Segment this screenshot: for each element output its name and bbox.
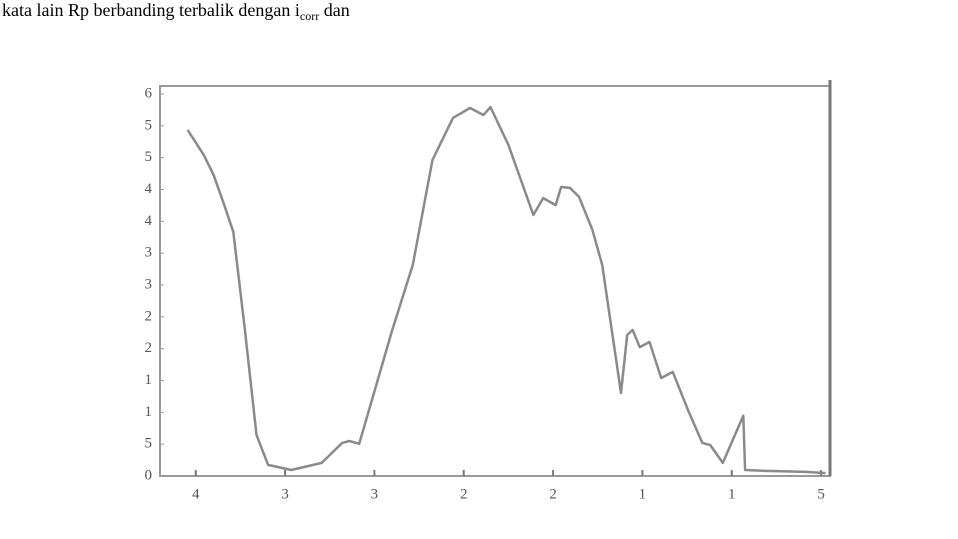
- x-tick-label: 4: [192, 486, 200, 502]
- text: dan: [319, 0, 350, 20]
- y-tick-label: 5: [145, 436, 153, 452]
- subscript: corr: [299, 9, 320, 23]
- y-tick-label: 1: [145, 404, 153, 420]
- x-tick-label: 5: [817, 486, 825, 502]
- text: kata lain Rp berbanding terbalik dengan …: [2, 0, 300, 20]
- y-tick-label: 5: [145, 149, 153, 165]
- x-tick-label: 1: [639, 486, 647, 502]
- y-tick-label: 1: [145, 372, 153, 388]
- y-tick-label: 5: [145, 117, 153, 133]
- text-line: kata lain Rp berbanding terbalik dengan …: [2, 0, 350, 24]
- x-tick-label: 1: [728, 486, 736, 502]
- y-tick-label: 3: [145, 276, 153, 292]
- y-tick-label: 4: [145, 181, 153, 197]
- x-tick-label: 2: [549, 486, 557, 502]
- x-tick-label: 3: [281, 486, 289, 502]
- y-tick-label: 4: [145, 213, 153, 229]
- x-tick-label: 2: [460, 486, 468, 502]
- data-line: [186, 105, 826, 475]
- y-tick-label: 6: [145, 85, 153, 101]
- y-tick-label: 3: [145, 245, 153, 261]
- plot-frame: [159, 85, 831, 477]
- y-tick-label: 0: [145, 467, 153, 483]
- y-tick-label: 2: [145, 308, 153, 324]
- y-tick-label: 2: [145, 340, 153, 356]
- x-tick-label: 3: [371, 486, 379, 502]
